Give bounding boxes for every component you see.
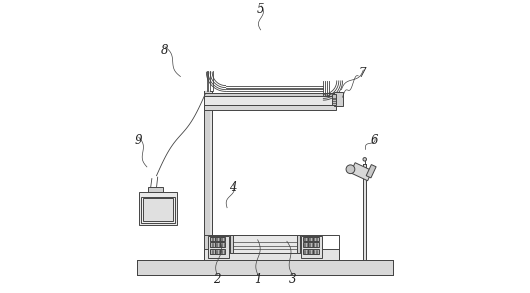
Bar: [363, 164, 366, 260]
Bar: [308, 249, 313, 254]
Bar: [220, 249, 225, 254]
Bar: [297, 235, 300, 253]
Bar: [208, 236, 229, 258]
Bar: [308, 237, 313, 241]
Bar: [148, 187, 163, 192]
Bar: [204, 91, 212, 260]
Bar: [139, 192, 177, 225]
Text: 1: 1: [254, 273, 261, 286]
Text: 7: 7: [359, 67, 366, 80]
Bar: [204, 93, 337, 96]
Bar: [204, 248, 339, 260]
Circle shape: [363, 158, 366, 161]
Bar: [334, 92, 342, 106]
Bar: [143, 198, 173, 221]
Bar: [308, 242, 313, 247]
Bar: [215, 237, 220, 241]
Text: 8: 8: [161, 44, 168, 57]
Text: 4: 4: [229, 181, 237, 194]
Bar: [209, 242, 215, 247]
Bar: [230, 235, 300, 253]
Bar: [303, 249, 308, 254]
Circle shape: [346, 165, 355, 174]
Bar: [220, 242, 225, 247]
Text: 3: 3: [289, 273, 296, 286]
Bar: [220, 237, 225, 241]
Text: 2: 2: [213, 273, 220, 286]
Bar: [142, 197, 175, 223]
Bar: [230, 235, 233, 253]
Bar: [302, 236, 322, 258]
Bar: [313, 242, 319, 247]
Bar: [313, 237, 319, 241]
Bar: [137, 260, 393, 275]
Bar: [204, 96, 337, 105]
Text: 9: 9: [135, 134, 142, 147]
Bar: [215, 249, 220, 254]
Bar: [303, 237, 308, 241]
Bar: [204, 105, 337, 110]
Bar: [204, 236, 339, 260]
Bar: [303, 242, 308, 247]
Bar: [205, 91, 210, 260]
Bar: [137, 260, 393, 275]
Bar: [332, 94, 335, 105]
Text: 5: 5: [257, 3, 264, 16]
Bar: [313, 249, 319, 254]
Bar: [215, 242, 220, 247]
Bar: [209, 249, 215, 254]
FancyBboxPatch shape: [350, 163, 372, 181]
FancyBboxPatch shape: [366, 165, 376, 178]
Text: 6: 6: [370, 134, 378, 147]
Bar: [209, 237, 215, 241]
